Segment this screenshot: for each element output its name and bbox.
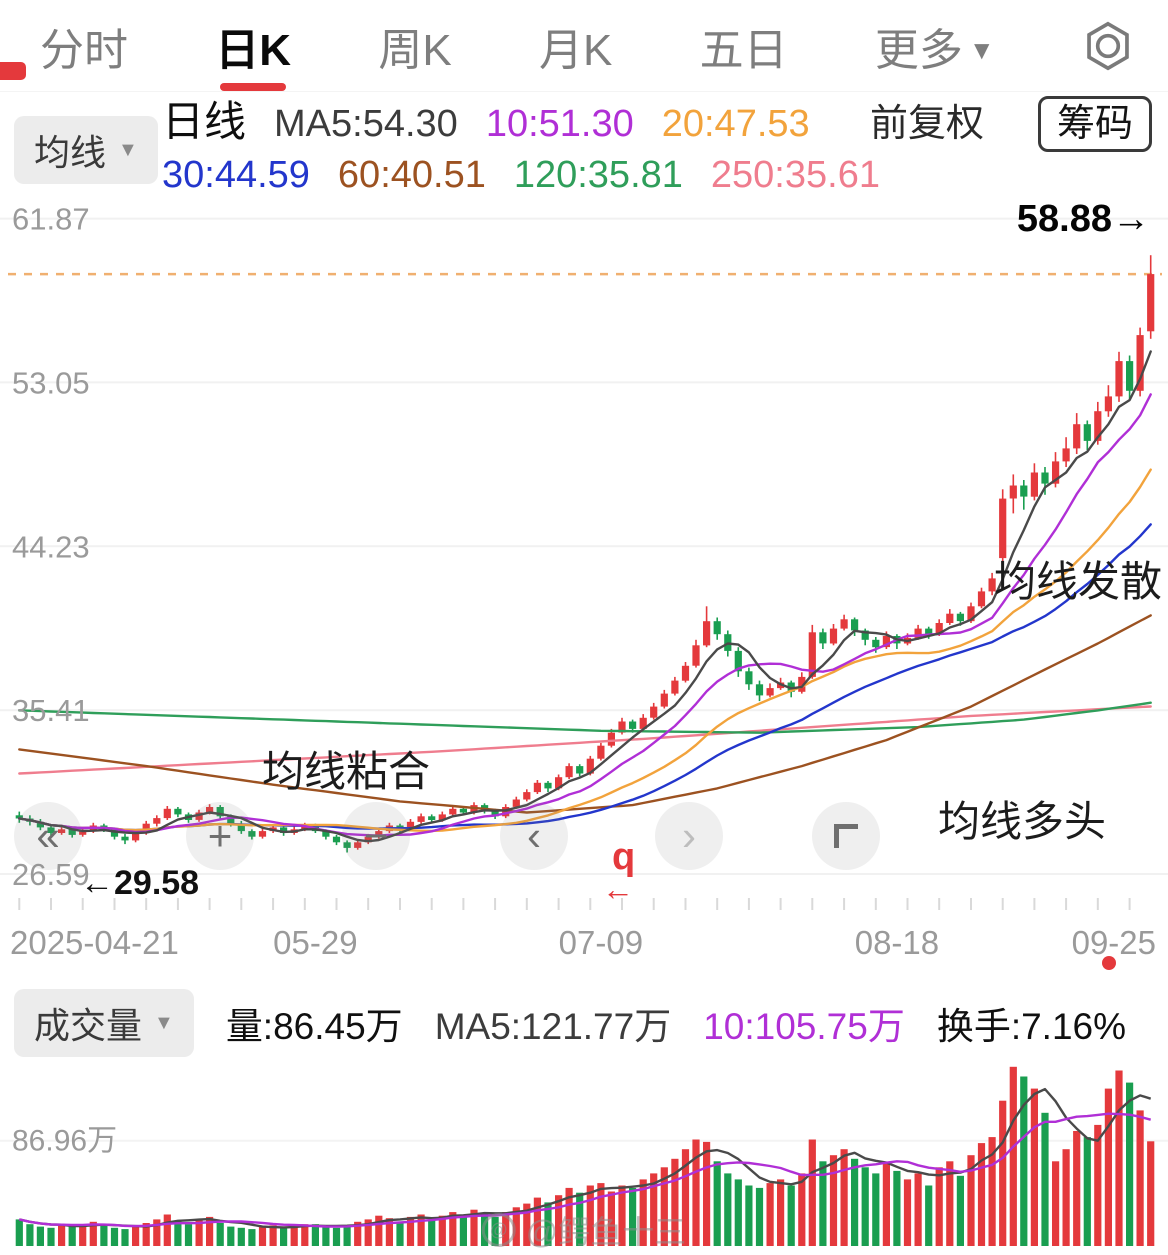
annotation-ma-diverge: 均线发散 <box>994 558 1163 605</box>
chevron-right-icon: › <box>682 812 696 859</box>
volume-header: 成交量 ▼ 量:86.45万 MA5:121.77万 10:105.75万 换手… <box>0 989 1168 1057</box>
x-axis-ticks <box>18 898 1131 910</box>
ma-line-ma30 <box>18 523 1152 832</box>
y-axis-label: 26.59 <box>12 857 90 892</box>
tab-five-day[interactable]: 五日 <box>699 25 788 75</box>
x-axis-label: 09-25 <box>1071 924 1156 961</box>
ma-line-ma20 <box>18 468 1152 833</box>
ma-legend-area: 均线 ▼ 日线 MA5:54.30 10:51.30 20:47.53 前复权 … <box>0 96 1168 196</box>
legend-ma60: 60:40.51 <box>337 154 486 196</box>
volume-ma-lines <box>19 1087 1152 1229</box>
chevron-down-icon: ▼ <box>118 138 138 161</box>
volume-y-axis-label: 86.96万 <box>12 1125 117 1158</box>
double-chevron-left-icon: « <box>36 812 60 859</box>
zoom-in-button[interactable]: + <box>186 802 254 870</box>
legend-ma10: 10:51.30 <box>485 103 634 145</box>
legend-ma20: 20:47.53 <box>661 103 810 145</box>
x-axis-label: 2025-04-21 <box>10 924 179 961</box>
chip-distribution-button[interactable]: 筹码 <box>1037 96 1152 152</box>
legend-ma120: 120:35.81 <box>513 154 683 196</box>
volume-selector-label: 成交量 <box>34 1005 143 1046</box>
y-axis-label: 44.23 <box>12 529 90 564</box>
candles <box>15 255 1155 853</box>
ma-line-ma5 <box>18 350 1152 843</box>
ma-line-ma60 <box>18 614 1152 814</box>
volume-value: 量:86.45万 <box>225 1006 403 1047</box>
settings-gear-icon[interactable] <box>1082 20 1134 72</box>
tab-weekly-k[interactable]: 周K <box>378 25 452 75</box>
ma-selector[interactable]: 均线 ▼ <box>14 116 158 184</box>
first-price-marker: ←29.58 <box>80 864 200 902</box>
adjust-mode-toggle[interactable]: 前复权 <box>869 103 984 145</box>
legend-ma5: MA5:54.30 <box>274 103 458 145</box>
annotation-ma-converge: 均线粘合 <box>262 748 431 795</box>
x-axis-label: 08-18 <box>854 924 940 961</box>
period-label: 日线 <box>162 98 247 145</box>
ma-line-ma120 <box>18 701 1152 734</box>
volume-bars <box>15 1066 1155 1246</box>
tab-minute[interactable]: 分时 <box>40 25 128 75</box>
y-axis-label: 53.05 <box>12 365 90 400</box>
latest-session-dot <box>1102 956 1116 970</box>
volume-chart[interactable]: 86.96万 <box>0 1054 1168 1254</box>
landscape-button[interactable] <box>812 802 880 870</box>
latest-price-marker: 58.88→ <box>1016 198 1150 240</box>
y-axis-label: 61.87 <box>12 202 90 237</box>
annotation-ma-bullish: 均线多头 <box>938 798 1107 845</box>
chart-controls: « + − ‹ › <box>0 802 1168 874</box>
pan-left-button[interactable]: ‹ <box>500 802 568 870</box>
tab-more[interactable]: 更多 ▼ <box>875 14 995 78</box>
chevron-left-icon: ‹ <box>527 812 541 859</box>
ma-selector-label: 均线 <box>34 132 107 173</box>
q-drawing-marker: q ← <box>602 836 636 908</box>
tab-daily-k-label: 日K <box>215 25 292 75</box>
legend-ma250: 250:35.61 <box>710 154 880 196</box>
volume-ma10-line <box>19 1112 1152 1228</box>
zoom-out-button[interactable]: − <box>342 802 410 870</box>
expand-corner-icon <box>834 824 858 848</box>
tab-more-label: 更多 <box>874 25 963 75</box>
x-axis-label: 07-09 <box>558 924 644 961</box>
legend-ma30: 30:44.59 <box>162 154 310 196</box>
y-axis-label: 35.41 <box>12 693 90 728</box>
period-tab-bar: 分时 日K 周K 月K 五日 更多 ▼ <box>0 0 1168 92</box>
volume-indicator-selector[interactable]: 成交量 ▼ <box>14 989 194 1057</box>
watermark: @ @鳄鱼十三 <box>481 1207 687 1253</box>
active-tab-indicator <box>220 82 287 91</box>
watermark-text: @鳄鱼十三 <box>525 1214 687 1250</box>
price-gridlines <box>0 217 1168 875</box>
chevron-down-icon: ▼ <box>154 1011 174 1034</box>
volume-ma10-value: 10:105.75万 <box>703 1006 905 1047</box>
x-axis: 2025-04-21 05-29 07-09 08-18 09-25 <box>0 924 1168 974</box>
rewind-button[interactable]: « <box>14 802 82 870</box>
turnover-value: 换手:7.16% <box>936 1006 1127 1047</box>
q-marker-letter: q <box>612 836 636 878</box>
minus-icon: − <box>363 812 389 859</box>
plus-icon: + <box>207 812 233 859</box>
watermark-logo-icon: @ <box>481 1213 516 1247</box>
ma-line-ma10 <box>18 393 1152 837</box>
ma-line-ma250 <box>18 705 1152 775</box>
left-edge-marker <box>0 62 26 80</box>
volume-ma5-value: MA5:121.77万 <box>434 1006 672 1047</box>
pan-right-button[interactable]: › <box>655 802 723 870</box>
chevron-down-icon: ▼ <box>968 34 995 65</box>
x-axis-label: 05-29 <box>273 924 358 961</box>
price-chart[interactable]: 61.87 53.05 44.23 35.41 26.59 <box>0 190 1168 920</box>
ma-lines <box>18 350 1152 843</box>
left-arrow-icon: ← <box>602 871 634 907</box>
tab-monthly-k[interactable]: 月K <box>538 25 613 75</box>
tab-daily-k[interactable]: 日K <box>215 14 292 91</box>
